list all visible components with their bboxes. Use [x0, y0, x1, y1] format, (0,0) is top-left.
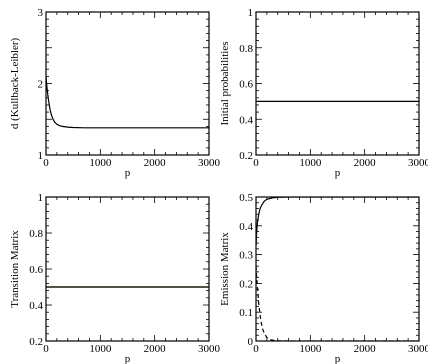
y-tick-label: 0.4 — [29, 300, 43, 312]
x-tick-label: 1000 — [89, 157, 112, 169]
y-axis-label: Initial probabilities — [219, 41, 231, 125]
y-tick-label: 3 — [38, 7, 44, 19]
y-tick-label: 1 — [248, 7, 254, 19]
y-tick-label: 0.2 — [239, 278, 253, 290]
y-tick-label: 0.4 — [239, 221, 253, 233]
y-tick-label: 2 — [38, 79, 44, 91]
x-tick-label: 0 — [253, 157, 259, 169]
plot-frame — [45, 11, 210, 156]
y-tick-label: 0.2 — [239, 150, 253, 162]
x-tick-label: 0 — [253, 343, 259, 355]
x-axis-label: p — [125, 167, 131, 179]
y-axis-label: d (Kullback-Leibler) — [9, 38, 21, 130]
y-tick-label: 0.6 — [29, 264, 43, 276]
x-tick-label: 1000 — [299, 157, 322, 169]
panel-initial-probabilities: 0 1000 2000 3000 0.2 0.4 0.6 0.8 1 p Initial proba… — [219, 7, 428, 179]
y-tick-label: 0.3 — [239, 250, 253, 262]
x-tick-label: 3000 — [408, 157, 428, 169]
x-tick-label: 2000 — [354, 157, 377, 169]
y-tick-label: 0.8 — [239, 43, 253, 55]
x-axis-label: p — [335, 353, 341, 364]
series-line-1 — [256, 197, 419, 246]
x-tick-label: 3000 — [198, 157, 221, 169]
plot-frame — [255, 11, 420, 156]
x-tick-label: 3000 — [198, 343, 221, 355]
x-tick-label: 0 — [43, 343, 49, 355]
y-tick-label: 0.5 — [239, 192, 253, 204]
panel-emission-matrix: 0 1000 2000 3000 0 0.1 0.2 0.3 0.4 0.5 p Emission M… — [219, 192, 428, 364]
x-tick-label: 2000 — [144, 343, 167, 355]
plot-frame — [255, 196, 420, 342]
x-tick-label: 2000 — [144, 157, 167, 169]
x-tick-label: 2000 — [354, 343, 377, 355]
panel-kl-divergence: 0 1000 2000 3000 1 2 3 p d (Kullback-Leibler) — [9, 7, 221, 179]
y-tick-label: 0.8 — [29, 228, 43, 240]
y-axis-label: Transition Matrix — [9, 230, 21, 308]
y-tick-label: 1 — [38, 150, 44, 162]
x-tick-label: 3000 — [408, 343, 428, 355]
series-line-2 — [256, 266, 419, 341]
y-tick-label: 0 — [248, 336, 254, 348]
y-tick-label: 0.6 — [239, 79, 253, 91]
y-axis-label: Emission Matrix — [219, 232, 231, 306]
y-tick-label: 0.2 — [29, 336, 43, 348]
plot-frame — [45, 196, 210, 342]
y-tick-label: 0.4 — [239, 114, 253, 126]
x-tick-label: 1000 — [299, 343, 322, 355]
series-line-1 — [46, 76, 209, 129]
x-tick-label: 1000 — [89, 343, 112, 355]
y-tick-label: 1 — [38, 192, 44, 204]
x-axis-label: p — [125, 353, 131, 364]
y-tick-label: 0.1 — [239, 307, 253, 319]
panel-transition-matrix: 0 1000 2000 3000 0.2 0.4 0.6 0.8 1 p Transition Ma… — [9, 192, 221, 364]
x-tick-label: 0 — [43, 157, 49, 169]
x-axis-label: p — [335, 167, 341, 179]
